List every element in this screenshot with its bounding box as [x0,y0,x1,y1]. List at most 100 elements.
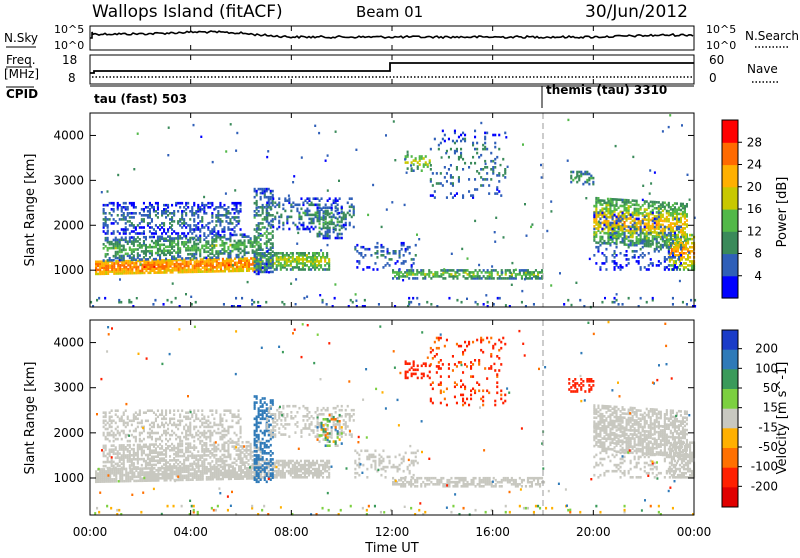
velocity-cell [209,444,211,447]
power-cell [103,208,105,211]
power-noise-cell [661,236,663,238]
power-cell [462,138,464,141]
power-cell [325,217,327,220]
power-noise-cell [234,189,236,191]
power-cell [630,205,632,208]
velocity-cell [143,458,145,461]
power-cell [622,303,624,306]
velocity-cell [171,465,173,468]
power-ylabel: Slant Range [km] [23,154,38,267]
power-cell [256,230,258,233]
power-cell [242,250,244,253]
power-cell [588,173,590,176]
power-cell [288,264,290,267]
power-cell [169,249,171,252]
power-cell [461,301,463,304]
power-cell [425,155,427,158]
velocity-cell [135,452,137,455]
power-cell [644,200,646,203]
power-cell [234,244,236,247]
power-cell [316,264,318,267]
power-cell [223,226,225,229]
power-cell [496,174,498,177]
power-cell [203,232,205,235]
power-cell [474,130,476,133]
power-cell [262,252,264,255]
power-cell [406,269,408,272]
power-noise-cell [232,264,234,266]
power-cell [270,224,272,227]
power-cell [217,210,219,213]
power-cell [161,244,163,247]
power-cell [296,204,298,207]
power-cell [654,222,656,225]
power-cell [221,206,223,209]
power-cell [141,250,143,253]
power-cell [143,214,145,217]
power-cell [413,262,415,265]
power-cell [199,228,201,231]
power-noise-cell [190,296,192,298]
power-cell [319,231,321,234]
power-cell [407,167,409,170]
velocity-cell [113,465,115,468]
velocity-cell [181,449,183,452]
power-cell [236,242,238,245]
velocity-cell [127,448,129,451]
velocity-cell [191,446,193,449]
power-cell [173,220,175,223]
velocity-cell [101,468,103,471]
power-cell [117,251,119,254]
power-cell [133,236,135,239]
power-cell [684,221,686,224]
power-cell [304,262,306,265]
power-cell [622,205,624,208]
power-cell [612,254,614,257]
power-cell [131,230,133,233]
power-cell [283,303,285,306]
power-cell [308,210,310,213]
velocity-cell [143,444,145,447]
power-cell [654,215,656,218]
velocity-cell [171,443,173,446]
velocity-cell [175,451,177,454]
power-cell [599,218,601,221]
power-cell [644,222,646,225]
power-cell [672,268,674,271]
power-cell [607,220,609,223]
velocity-cell [143,450,145,453]
power-cell [115,220,117,223]
power-cell [282,222,284,225]
power-cell [339,221,341,224]
power-cell [318,252,320,255]
power-cell [537,271,539,274]
power-cell [125,206,127,209]
power-cell [197,237,199,240]
power-cell [616,232,618,235]
power-cell [274,202,276,205]
power-cell [494,162,496,165]
power-cell [189,237,191,240]
power-cell [211,256,213,259]
power-cell [107,204,109,207]
power-cell [131,240,133,243]
power-cell [117,239,119,242]
power-cell [666,210,668,213]
power-cell [189,247,191,250]
power-cell [308,256,310,259]
velocity-cell [189,451,191,454]
power-noise-cell [256,228,258,230]
power-cell [168,259,170,262]
velocity-cell [236,449,238,452]
velocity-cell [215,458,217,461]
power-cell [656,238,658,241]
station-title: Wallops Island (fitACF) [92,2,283,22]
power-cell [523,269,525,272]
power-cell [254,228,256,231]
power-cell [118,299,120,302]
power-cell [482,144,484,147]
power-cell [430,148,432,151]
power-cell [347,212,349,215]
power-cell [105,216,107,219]
power-cell [181,202,183,205]
